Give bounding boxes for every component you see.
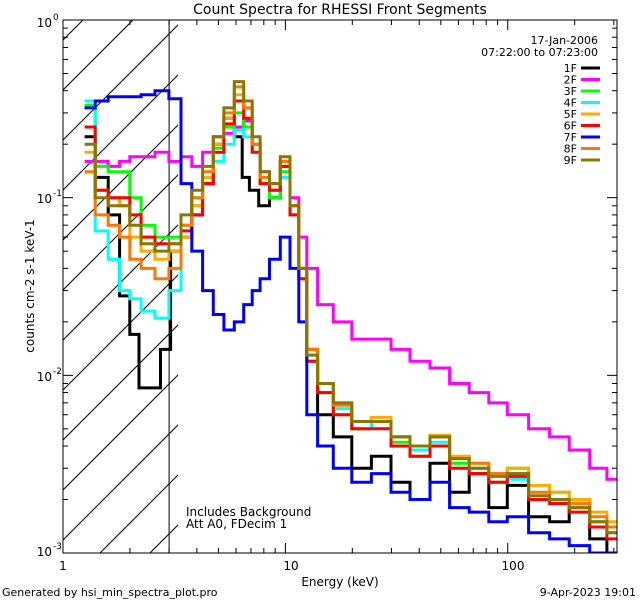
- annotation-attenuator: Att A0, FDecim 1: [186, 517, 287, 531]
- y-tick-base: 10: [37, 16, 52, 30]
- legend-label-7F: 7F: [564, 131, 577, 144]
- y-tick-exp: -1: [53, 189, 62, 199]
- legend-label-3F: 3F: [564, 85, 577, 98]
- hatch-line: [63, 174, 178, 291]
- generated-date: 9-Apr-2023 19:01: [540, 586, 636, 599]
- hatch-line: [350, 0, 640, 553]
- time-range-label: 07:22:00 to 07:23:00: [481, 46, 598, 59]
- plot-frame: [62, 19, 618, 554]
- legend-label-4F: 4F: [564, 97, 577, 110]
- y-tick-label-1e-2: 10 -2: [37, 367, 62, 384]
- legend-label-6F: 6F: [564, 120, 577, 133]
- legend-label-5F: 5F: [564, 108, 577, 121]
- y-axis-label: counts cm-2 s-1 keV-1: [23, 219, 37, 352]
- y-tick-label-1e-1: 10 -1: [37, 189, 62, 206]
- series-7F-line: [84, 89, 617, 553]
- legend-label-8F: 8F: [564, 143, 577, 156]
- y-tick-label-1e0: 10 0: [37, 13, 59, 30]
- chart-title: Count Spectra for RHESSI Front Segments: [193, 2, 487, 18]
- y-tick-exp: -2: [53, 367, 62, 377]
- legend-label-1F: 1F: [564, 62, 577, 75]
- y-tick-label-1e-3: 10 -3: [37, 542, 62, 559]
- annotation-background: Includes Background: [186, 505, 311, 519]
- hatch-line: [0, 0, 100, 553]
- date-label: 17-Jan-2006: [531, 34, 599, 47]
- y-tick-base: 10: [37, 192, 52, 206]
- y-tick-exp: 0: [53, 13, 59, 23]
- hatch-line: [250, 0, 640, 553]
- series-layer: [84, 80, 617, 553]
- x-tick-label-100: 100: [502, 559, 525, 573]
- generated-by: Generated by hsi_min_spectra_plot.pro: [2, 586, 218, 599]
- hatch-line: [450, 0, 640, 553]
- hatch-line: [400, 0, 640, 553]
- x-axis-label: Energy (keV): [301, 575, 378, 589]
- legend-label-2F: 2F: [564, 74, 577, 87]
- y-tick-exp: -3: [53, 542, 62, 552]
- hatch-line: [63, 20, 134, 91]
- legend-label-9F: 9F: [564, 154, 577, 167]
- y-tick-base: 10: [37, 545, 52, 559]
- series-9F-line: [84, 80, 617, 535]
- x-tick-label-10: 10: [283, 559, 298, 573]
- hatch-line: [63, 224, 178, 341]
- hatch-line: [63, 24, 178, 141]
- y-tick-base: 10: [37, 370, 52, 384]
- hatch-line: [63, 274, 178, 391]
- x-tick-label-1: 1: [59, 559, 67, 573]
- axis-ticks: [62, 19, 617, 554]
- hatch-line: [63, 374, 178, 491]
- hatch-line: [63, 74, 178, 191]
- excluded-region-hatch: [0, 0, 640, 553]
- hatch-line: [63, 424, 178, 541]
